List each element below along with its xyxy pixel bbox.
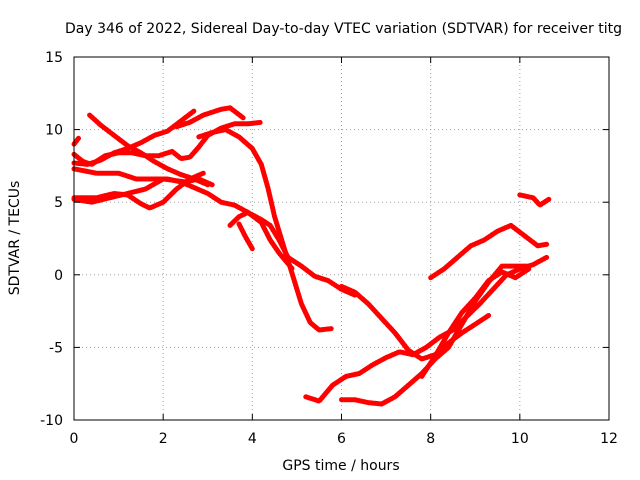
series-trace-2 <box>71 135 81 147</box>
series-trace-14 <box>339 263 532 407</box>
y-tick-label: 10 <box>45 123 63 139</box>
y-axis-label: SDTVAR / TECUs <box>7 181 23 296</box>
y-tick-labels: -10 -5 0 5 10 15 <box>40 50 63 429</box>
series-trace-7 <box>71 170 206 211</box>
series-trace-11 <box>236 221 255 252</box>
grid-lines <box>74 57 609 420</box>
x-axis-label: GPS time / hours <box>282 458 399 474</box>
y-tick-label: 5 <box>54 195 63 211</box>
y-tick-label: -10 <box>40 413 63 429</box>
series-trace-10 <box>227 209 295 272</box>
x-tick-label: 8 <box>426 431 435 447</box>
series-trace-17 <box>517 192 552 208</box>
series-trace-9 <box>196 127 336 333</box>
x-tick-label: 0 <box>70 431 79 447</box>
axis-ticks <box>73 56 610 421</box>
y-tick-label: 0 <box>54 268 63 284</box>
series-trace-16 <box>428 222 550 281</box>
x-tick-label: 4 <box>248 431 257 447</box>
x-tick-label: 2 <box>159 431 168 447</box>
x-tick-label: 6 <box>337 431 346 447</box>
y-tick-label: -5 <box>49 340 63 356</box>
x-tick-label: 10 <box>511 431 529 447</box>
series-trace-12 <box>339 283 492 362</box>
series-trace-15 <box>419 266 532 379</box>
series-trace-8 <box>174 105 246 130</box>
chart-title: Day 346 of 2022, Sidereal Day-to-day VTE… <box>65 21 622 37</box>
y-tick-label: 15 <box>45 50 63 66</box>
x-tick-label: 12 <box>600 431 618 447</box>
series-trace-5 <box>71 166 358 298</box>
series-layer <box>71 105 552 407</box>
series-trace-6 <box>71 176 215 205</box>
x-tick-labels: 0 2 4 6 8 10 12 <box>70 431 618 447</box>
